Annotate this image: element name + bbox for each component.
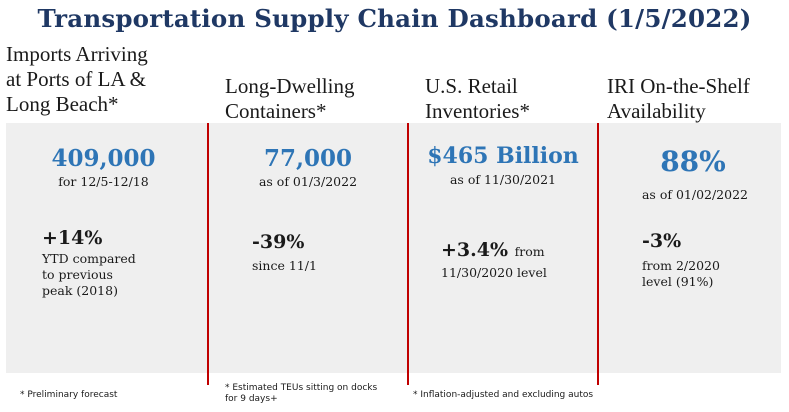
footnote-line: * Estimated TEUs sitting on docks xyxy=(225,383,378,393)
column-long-dwelling: Long-Dwelling Containers* 77,000 as of 0… xyxy=(209,0,407,412)
stat-panel: 409,000 for 12/5-12/18 +14% YTD compared… xyxy=(6,123,207,373)
change-note: since 11/1 xyxy=(252,258,317,274)
primary-value-note: as of 01/02/2022 xyxy=(641,187,748,202)
change-note-line: level (91%) xyxy=(642,274,714,289)
primary-value: $465 Billion xyxy=(427,143,579,169)
column-header: U.S. Retail Inventories* xyxy=(425,74,530,124)
primary-value: 409,000 xyxy=(51,145,156,172)
primary-value-note: as of 01/3/2022 xyxy=(258,174,358,189)
header-line: Imports Arriving xyxy=(6,42,148,66)
primary-value-note: for 12/5-12/18 xyxy=(58,174,149,189)
header-line: Long-Dwelling xyxy=(225,74,355,98)
column-divider xyxy=(207,123,209,385)
footnote: * Inflation-adjusted and excluding autos xyxy=(413,390,594,400)
change-value: -39% xyxy=(252,231,305,253)
header-line: U.S. Retail xyxy=(425,74,518,98)
primary-value: 88% xyxy=(660,145,726,178)
column-header: Long-Dwelling Containers* xyxy=(225,74,354,124)
change-number: +3.4% xyxy=(441,239,509,261)
footnote-line: for 9 days+ xyxy=(225,394,278,404)
column-retail-inventories: U.S. Retail Inventories* $465 Billion as… xyxy=(409,0,597,412)
header-line: IRI On-the-Shelf xyxy=(607,74,750,98)
column-divider xyxy=(407,123,409,385)
dashboard-title: Transportation Supply Chain Dashboard (1… xyxy=(37,4,752,33)
stat-panel: $465 Billion as of 11/30/2021 +3.4% from… xyxy=(409,123,597,373)
change-note: 11/30/2020 level xyxy=(441,265,547,281)
change-note-line: 11/30/2020 level xyxy=(441,265,547,280)
header-line: Availability xyxy=(607,99,706,123)
change-suffix: from xyxy=(514,244,545,259)
footnote: * Preliminary forecast xyxy=(20,390,118,400)
column-header: IRI On-the-Shelf Availability xyxy=(607,74,750,124)
header-line: at Ports of LA & xyxy=(6,67,146,91)
header-line: Inventories* xyxy=(425,99,530,123)
change-note-line: to previous xyxy=(42,267,113,282)
header-line: Containers* xyxy=(225,99,327,123)
change-value: -3% xyxy=(642,230,682,252)
header-line: Long Beach* xyxy=(6,92,119,116)
change-note: from 2/2020 level (91%) xyxy=(642,258,720,290)
column-divider xyxy=(597,123,599,385)
stat-panel: 77,000 as of 01/3/2022 -39% since 11/1 xyxy=(209,123,407,373)
change-note-line: from 2/2020 xyxy=(642,258,720,273)
change-note-line: since 11/1 xyxy=(252,258,317,273)
column-header: Imports Arriving at Ports of LA & Long B… xyxy=(6,42,148,117)
footnote: * Estimated TEUs sitting on docks for 9 … xyxy=(225,383,377,405)
change-note-line: YTD compared xyxy=(42,251,136,266)
change-value: +14% xyxy=(42,227,103,249)
primary-value: 77,000 xyxy=(263,145,353,172)
stat-panel: 88% as of 01/02/2022 -3% from 2/2020 lev… xyxy=(599,123,781,373)
change-note: YTD compared to previous peak (2018) xyxy=(42,251,136,299)
column-imports: Imports Arriving at Ports of LA & Long B… xyxy=(0,0,207,412)
primary-value-note: as of 11/30/2021 xyxy=(449,172,556,187)
column-shelf-availability: IRI On-the-Shelf Availability 88% as of … xyxy=(599,0,781,412)
change-note-line: peak (2018) xyxy=(42,283,118,298)
change-value: +3.4% from xyxy=(441,239,545,263)
